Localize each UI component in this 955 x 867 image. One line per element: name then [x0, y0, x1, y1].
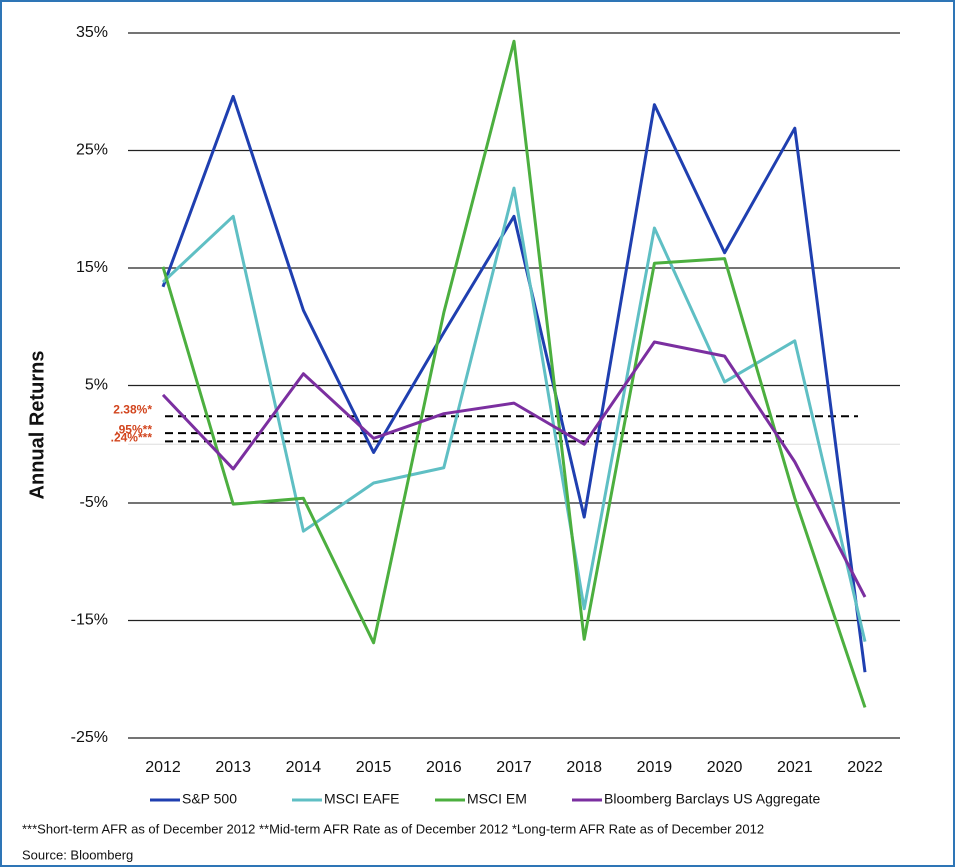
x-tick-label: 2014: [286, 759, 322, 776]
y-tick-label: -15%: [71, 612, 108, 629]
x-tick-label: 2022: [847, 759, 883, 776]
reference-label: .95%**: [115, 422, 152, 436]
y-tick-label: 25%: [76, 142, 108, 159]
series-line: [161, 39, 867, 708]
y-tick-label: -25%: [71, 729, 108, 746]
legend-label: Bloomberg Barclays US Aggregate: [604, 791, 821, 807]
x-tick-label: 2012: [145, 759, 181, 776]
y-tick-label: 15%: [76, 259, 108, 276]
series-line: [161, 186, 867, 642]
y-axis-label: Annual Returns: [26, 351, 48, 500]
series-line: [161, 94, 867, 673]
legend-label: MSCI EM: [467, 791, 527, 807]
y-tick-label: -5%: [80, 494, 108, 511]
x-tick-label: 2016: [426, 759, 462, 776]
x-tick-label: 2020: [707, 759, 743, 776]
x-tick-label: 2015: [356, 759, 392, 776]
x-tick-label: 2019: [637, 759, 673, 776]
x-tick-label: 2021: [777, 759, 813, 776]
x-tick-label: 2017: [496, 759, 532, 776]
x-tick-label: 2018: [566, 759, 602, 776]
series-line: [161, 340, 867, 598]
y-tick-label: 5%: [85, 377, 108, 394]
reference-label: 2.38%*: [113, 402, 152, 416]
y-tick-label: 35%: [76, 24, 108, 41]
x-tick-label: 2013: [215, 759, 251, 776]
source: Source: Bloomberg: [22, 847, 133, 862]
legend-label: MSCI EAFE: [324, 791, 399, 807]
reference-label: .24%***: [111, 431, 153, 445]
legend-label: S&P 500: [182, 791, 237, 807]
footnote: ***Short-term AFR as of December 2012 **…: [22, 821, 764, 836]
